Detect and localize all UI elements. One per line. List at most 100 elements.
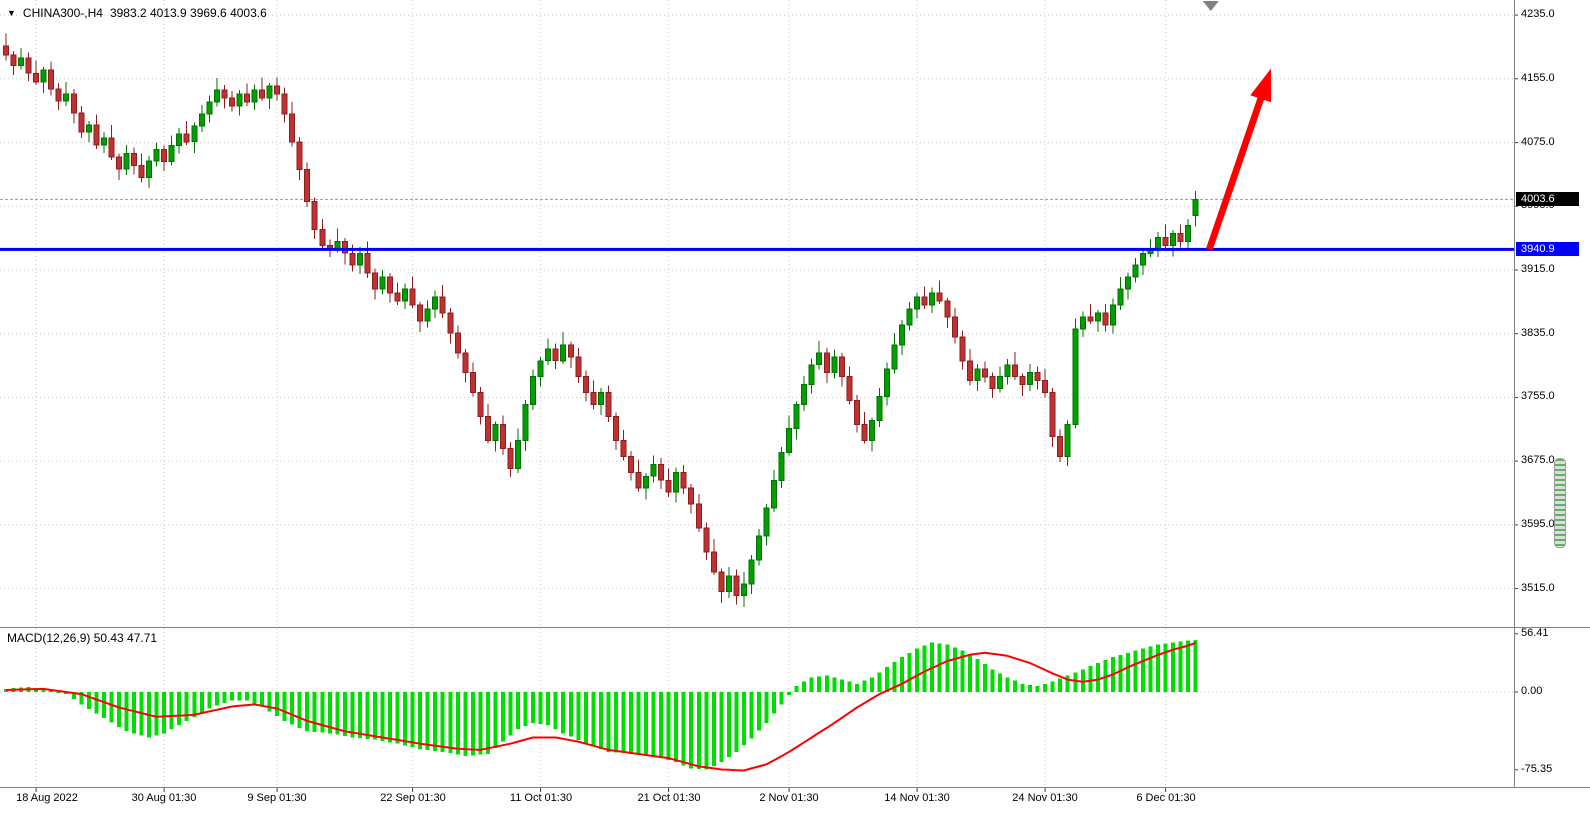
trend-arrow[interactable]: [1206, 68, 1272, 251]
macd-histogram-bar: [553, 692, 558, 730]
price-axis[interactable]: 4003.6 3940.9 4235.04155.04075.03995.039…: [1515, 0, 1590, 787]
candle-body: [808, 364, 815, 386]
candle-body: [266, 85, 273, 99]
candle: [891, 332, 898, 374]
candle: [966, 348, 973, 386]
time-axis-label: 24 Nov 01:30: [1012, 792, 1078, 804]
candle: [372, 268, 378, 300]
candle: [628, 450, 634, 481]
macd-histogram-bar: [817, 676, 822, 692]
macd-histogram-bar: [802, 681, 807, 692]
candle: [1132, 258, 1139, 283]
candle-body: [236, 93, 243, 107]
candle: [748, 555, 755, 595]
macd-histogram-bar: [1020, 683, 1025, 693]
candle: [899, 320, 906, 356]
candle-body: [929, 292, 936, 306]
macd-histogram-bar: [493, 692, 498, 748]
macd-histogram-bar: [470, 692, 475, 756]
candle-body: [884, 368, 890, 398]
candle: [846, 366, 853, 405]
candle: [1117, 277, 1124, 310]
macd-histogram-bar: [982, 664, 987, 692]
candle-body: [1072, 328, 1079, 425]
symbol-dropdown-icon[interactable]: ▼: [7, 8, 16, 18]
candle: [198, 105, 205, 133]
candle-body: [25, 57, 32, 74]
candle: [153, 142, 160, 167]
support-hline[interactable]: [0, 247, 1514, 251]
candle-body: [575, 356, 582, 378]
macd-histogram-bar: [485, 692, 490, 754]
candle: [974, 364, 981, 392]
candle-body: [319, 228, 326, 246]
time-axis[interactable]: 18 Aug 2022 30 Aug 01:30 9 Sep 01:30 22 Sep…: [0, 788, 1514, 814]
candle: [55, 82, 62, 110]
macd-histogram-bar: [907, 652, 912, 692]
price-axis-label: 3595.0: [1521, 518, 1555, 530]
candle: [18, 47, 25, 70]
candle-body: [582, 376, 589, 394]
candle: [718, 568, 725, 603]
macd-histogram-bar: [666, 692, 671, 761]
candle-body: [10, 54, 17, 66]
candle: [1140, 249, 1146, 275]
macd-histogram-bar: [1156, 644, 1161, 692]
macd-histogram-bar: [4, 688, 8, 692]
time-axis-label: 22 Sep 01:30: [380, 792, 446, 804]
candle: [733, 569, 740, 605]
price-axis-separator: [1514, 0, 1515, 787]
candle-body: [658, 463, 665, 481]
macd-histogram-bar: [870, 677, 874, 693]
macd-histogram-bar: [757, 692, 761, 731]
macd-histogram-bar: [109, 692, 114, 723]
macd-histogram-bar: [229, 692, 234, 701]
macd-histogram-bar: [41, 688, 46, 692]
chart-shift-marker-icon[interactable]: [1202, 1, 1219, 11]
candle-body: [1087, 316, 1094, 322]
candle: [251, 84, 258, 110]
macd-histogram-bar: [245, 692, 249, 701]
time-axis-label: 2 Nov 01:30: [759, 792, 819, 804]
macd-histogram-bar: [674, 692, 679, 763]
macd-histogram-bar: [418, 692, 423, 749]
candle-body: [756, 535, 762, 561]
candle-body: [1192, 198, 1199, 217]
current-price-tag-text: 4003.6: [1521, 193, 1555, 205]
candle-body: [439, 296, 446, 314]
candle-body: [1012, 364, 1018, 378]
candle-body: [989, 376, 996, 390]
candle: [244, 83, 250, 106]
macd-histogram-bar: [681, 692, 686, 766]
candle: [1019, 373, 1026, 396]
macd-histogram-bar: [900, 656, 905, 692]
candle: [552, 343, 559, 369]
candle-body: [763, 507, 770, 537]
candle-body: [281, 93, 288, 115]
candle: [688, 484, 695, 514]
macd-histogram-bar: [380, 692, 385, 741]
candle: [1087, 304, 1094, 325]
time-axis-label: 21 Oct 01:30: [637, 792, 701, 804]
candle: [409, 276, 416, 309]
macd-histogram-bar: [275, 692, 280, 717]
candle: [959, 330, 966, 370]
macd-histogram-bar: [267, 692, 272, 712]
candle: [884, 362, 890, 406]
candle: [771, 469, 778, 513]
scrollbar-thumb[interactable]: [1554, 458, 1566, 548]
macd-histogram-bar: [79, 692, 84, 705]
candle-body: [567, 344, 574, 358]
price-axis-label: 4075.0: [1521, 136, 1555, 148]
candle: [823, 348, 830, 384]
candle: [146, 156, 153, 188]
macd-histogram-bar: [847, 681, 852, 692]
candle-body: [997, 376, 1003, 390]
panel-splitter[interactable]: [0, 627, 1590, 628]
candle-body: [628, 455, 634, 473]
candle: [1004, 359, 1011, 385]
candle-body: [515, 439, 521, 469]
macd-histogram-bar: [629, 692, 633, 754]
candle-body: [921, 296, 928, 306]
